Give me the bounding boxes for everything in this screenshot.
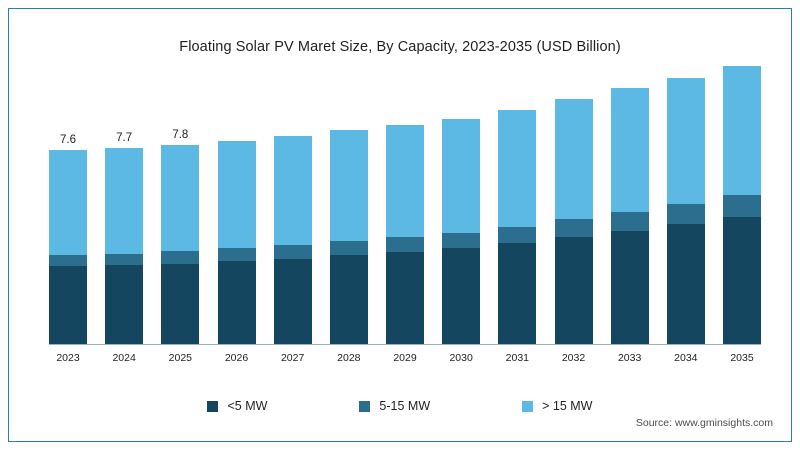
- bar-group[interactable]: [666, 77, 705, 344]
- bar-group[interactable]: [217, 141, 256, 344]
- chart-frame: Floating Solar PV Maret Size, By Capacit…: [8, 8, 792, 442]
- bar-segment: [666, 224, 705, 344]
- bar-group[interactable]: [554, 99, 593, 344]
- bar-segment: [610, 211, 649, 231]
- bar-segment: [273, 244, 312, 259]
- bar-segment: [329, 240, 368, 255]
- x-tick-label: 2028: [337, 352, 361, 364]
- bar-group[interactable]: [273, 136, 312, 344]
- bar-value-label: 7.7: [116, 131, 133, 144]
- bar-group[interactable]: [442, 118, 481, 344]
- x-tick-label: 2024: [112, 352, 136, 364]
- bar-segment: [442, 248, 481, 344]
- bar-segment: [49, 254, 87, 267]
- bar-segment: [554, 99, 593, 220]
- bar-segment: [217, 248, 256, 262]
- legend-label: > 15 MW: [542, 399, 593, 413]
- bar-segment: [498, 109, 537, 227]
- bar-segment: [386, 237, 424, 253]
- bar-value-label: 7.8: [172, 129, 189, 142]
- x-tick-label: 2030: [449, 352, 473, 364]
- legend-label: 5-15 MW: [379, 399, 431, 413]
- bar-segment: [723, 194, 761, 217]
- bar-segment: [610, 230, 649, 344]
- bar-group[interactable]: [610, 87, 649, 344]
- bar-segment: [666, 77, 705, 204]
- x-tick-label: 2029: [393, 352, 417, 364]
- x-tick-label: 2023: [56, 352, 80, 364]
- bar-segment: [554, 219, 593, 237]
- bar-segment: [442, 233, 481, 249]
- chart-title: Floating Solar PV Maret Size, By Capacit…: [179, 39, 621, 55]
- bar-segment: [610, 87, 649, 212]
- x-axis-line: [49, 344, 761, 345]
- legend-label: <5 MW: [227, 399, 268, 413]
- bar-segment: [105, 253, 144, 266]
- chart-legend: <5 MW 5-15 MW > 15 MW: [9, 399, 791, 413]
- bar-group[interactable]: [386, 124, 424, 344]
- bar-segment: [554, 236, 593, 344]
- legend-item[interactable]: <5 MW: [207, 399, 267, 413]
- x-tick-label: 2031: [505, 352, 529, 364]
- legend-swatch: [359, 400, 371, 412]
- x-tick-label: 2032: [561, 352, 586, 364]
- bar-segment: [723, 216, 761, 344]
- legend-swatch: [522, 400, 534, 412]
- legend-item[interactable]: > 15 MW: [522, 399, 593, 413]
- bar-segment: [442, 118, 481, 234]
- bar-segment: [217, 141, 256, 249]
- bar-segment: [386, 124, 424, 237]
- bar-group[interactable]: 7.6: [49, 134, 87, 344]
- x-tick-label: 2033: [617, 352, 642, 364]
- source-credit: Source: www.gminsights.com: [635, 417, 773, 429]
- bar-segment: [329, 254, 368, 344]
- x-tick-label: 2027: [280, 352, 305, 364]
- plot-area: 7.6 7.7 7.8: [49, 66, 761, 344]
- bar-segment: [666, 203, 705, 225]
- legend-item[interactable]: 5-15 MW: [359, 399, 430, 413]
- bar-segment: [498, 226, 537, 244]
- x-tick-label: 2034: [674, 352, 698, 364]
- bar-segment: [273, 258, 312, 344]
- bar-segment: [329, 130, 368, 241]
- bar-segment: [49, 150, 87, 255]
- bar-segment: [161, 263, 200, 344]
- x-tick-label: 2035: [730, 352, 754, 364]
- bar-group[interactable]: [723, 66, 761, 344]
- bar-segment: [161, 251, 200, 264]
- bar-segment: [105, 265, 144, 344]
- bar-group[interactable]: 7.7: [105, 132, 144, 344]
- bar-segment: [49, 266, 87, 344]
- x-tick-label: 2026: [224, 352, 249, 364]
- bar-segment: [161, 145, 200, 252]
- bar-segment: [498, 243, 537, 344]
- bar-segment: [723, 66, 761, 195]
- legend-swatch: [207, 400, 219, 412]
- bar-segment: [273, 136, 312, 245]
- x-tick-label: 2025: [168, 352, 192, 364]
- bar-group[interactable]: [498, 109, 537, 344]
- bar-group[interactable]: 7.8: [161, 129, 200, 344]
- bar-value-label: 7.6: [60, 134, 76, 147]
- bar-group[interactable]: [329, 130, 368, 344]
- bar-segment: [217, 261, 256, 344]
- bar-segment: [105, 147, 144, 254]
- bar-segment: [386, 252, 424, 344]
